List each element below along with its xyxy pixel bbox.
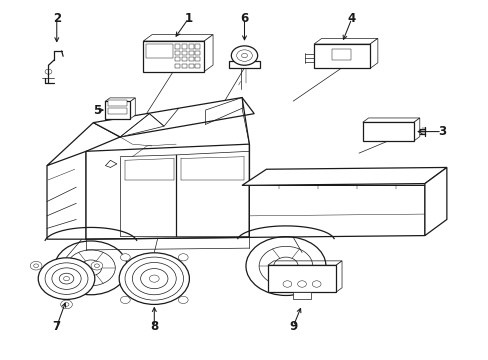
- Bar: [267, 265, 335, 292]
- Bar: [143, 41, 204, 72]
- Polygon shape: [424, 167, 446, 235]
- Bar: [182, 64, 186, 68]
- Bar: [293, 292, 310, 298]
- Bar: [188, 44, 193, 49]
- Circle shape: [120, 254, 130, 261]
- Bar: [108, 100, 127, 106]
- Circle shape: [61, 300, 72, 309]
- Polygon shape: [335, 261, 341, 292]
- Polygon shape: [249, 185, 424, 237]
- Polygon shape: [204, 35, 213, 72]
- Bar: [182, 44, 186, 49]
- Bar: [108, 108, 127, 114]
- Polygon shape: [86, 144, 249, 239]
- Bar: [145, 44, 173, 58]
- Circle shape: [231, 46, 257, 65]
- Polygon shape: [242, 167, 446, 185]
- Bar: [362, 122, 413, 141]
- Polygon shape: [143, 35, 213, 41]
- Text: 4: 4: [347, 12, 355, 25]
- Bar: [195, 64, 200, 68]
- Circle shape: [30, 261, 42, 270]
- Bar: [195, 57, 200, 62]
- Text: 7: 7: [53, 320, 61, 333]
- Bar: [188, 57, 193, 62]
- Bar: [195, 51, 200, 55]
- FancyBboxPatch shape: [48, 173, 75, 194]
- Text: 6: 6: [240, 12, 248, 25]
- Polygon shape: [105, 98, 135, 102]
- Bar: [175, 57, 180, 62]
- Polygon shape: [413, 118, 419, 141]
- Bar: [182, 51, 186, 55]
- Polygon shape: [313, 39, 377, 44]
- Circle shape: [38, 258, 95, 300]
- Circle shape: [178, 296, 188, 303]
- Bar: [228, 60, 260, 68]
- Text: 8: 8: [150, 320, 158, 333]
- Bar: [188, 64, 193, 68]
- Polygon shape: [369, 39, 377, 68]
- Bar: [188, 51, 193, 55]
- Text: 5: 5: [93, 104, 101, 117]
- Bar: [313, 44, 369, 68]
- Text: 2: 2: [53, 12, 61, 25]
- Polygon shape: [130, 98, 135, 119]
- Polygon shape: [47, 123, 120, 166]
- Circle shape: [119, 253, 189, 305]
- Text: 9: 9: [288, 320, 297, 333]
- Bar: [195, 44, 200, 49]
- Bar: [175, 51, 180, 55]
- Circle shape: [91, 261, 102, 270]
- Bar: [182, 57, 186, 62]
- Polygon shape: [267, 261, 341, 265]
- Polygon shape: [93, 98, 254, 137]
- Text: 3: 3: [437, 125, 445, 138]
- Polygon shape: [47, 144, 86, 239]
- Bar: [175, 44, 180, 49]
- Polygon shape: [120, 114, 163, 137]
- Bar: [331, 49, 350, 60]
- Circle shape: [178, 254, 188, 261]
- Polygon shape: [362, 118, 419, 122]
- Bar: [175, 64, 180, 68]
- Circle shape: [120, 296, 130, 303]
- Bar: [105, 102, 130, 119]
- Text: 1: 1: [184, 12, 192, 25]
